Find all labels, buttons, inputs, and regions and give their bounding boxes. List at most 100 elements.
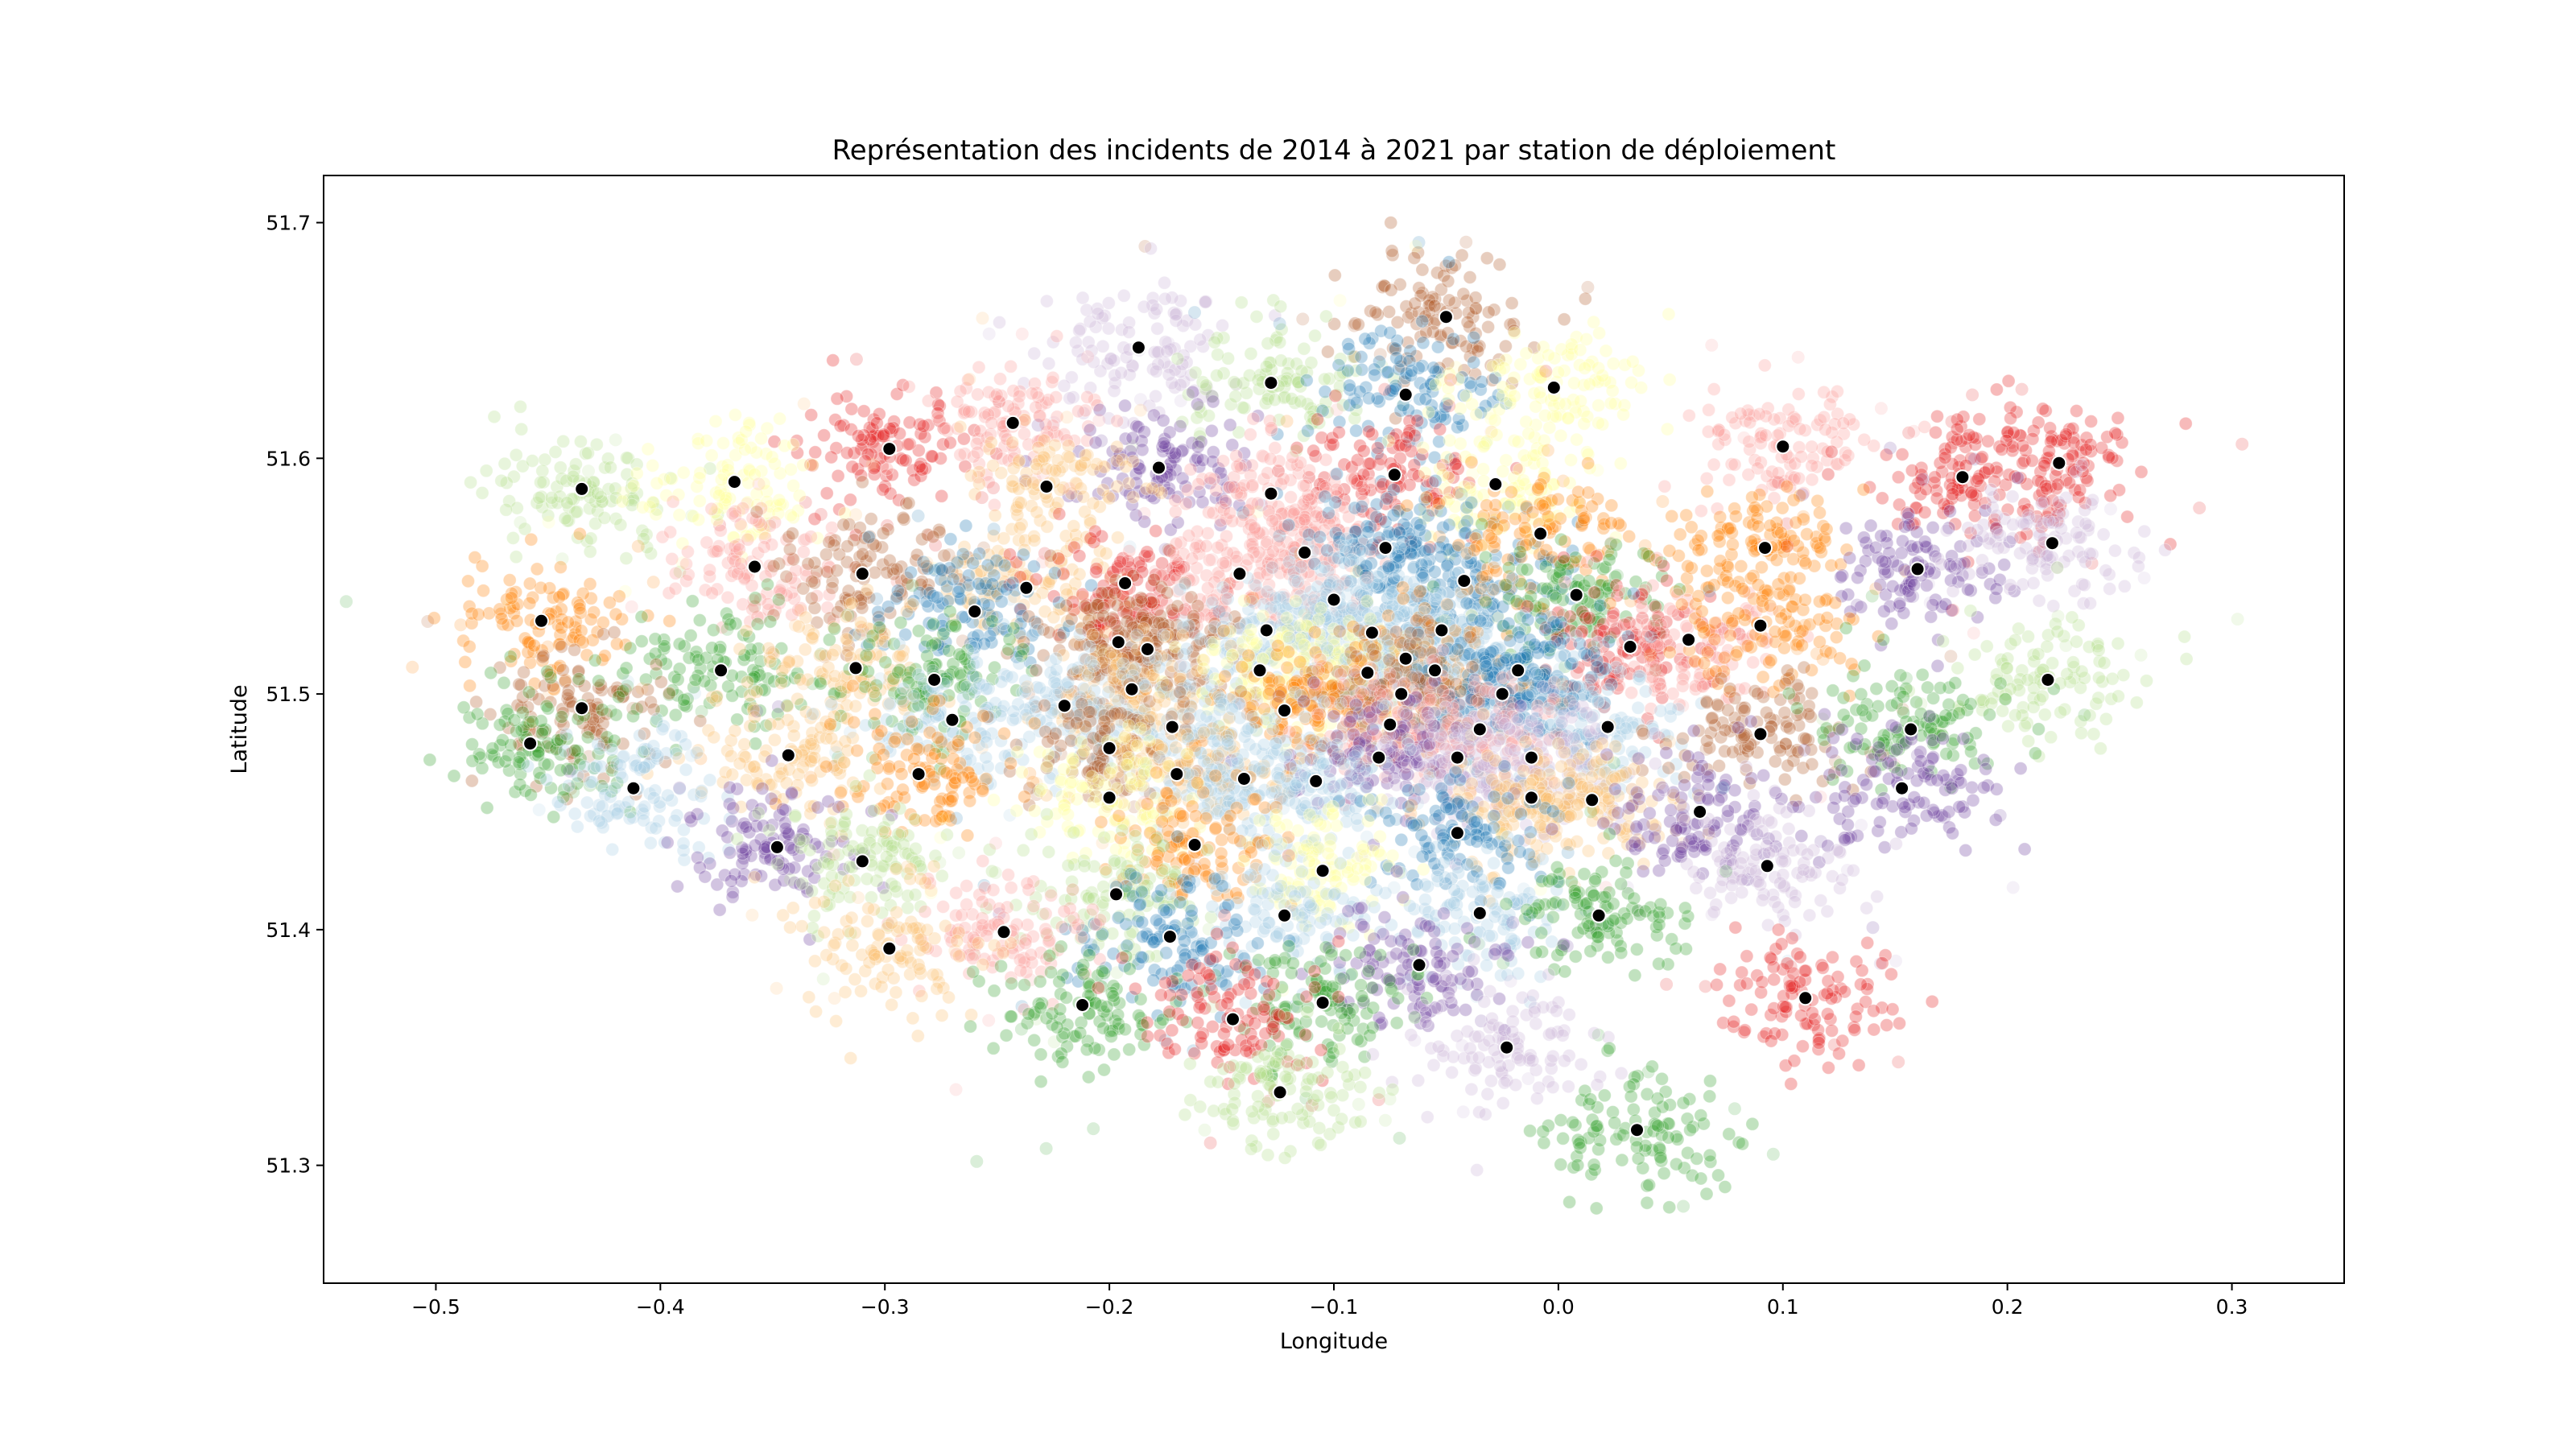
incident-point [1030, 505, 1044, 519]
incident-point [1046, 335, 1060, 349]
incident-point [1208, 335, 1222, 349]
incident-point [1605, 613, 1620, 628]
incident-point [1763, 598, 1777, 613]
incident-point [1695, 605, 1709, 618]
incident-point [1423, 377, 1438, 391]
incident-point [590, 486, 605, 501]
incident-point [514, 422, 529, 436]
incident-point [1193, 332, 1208, 347]
incident-point [1660, 573, 1674, 588]
incident-point [1122, 316, 1137, 330]
incident-point [2041, 444, 2056, 458]
incident-point [1752, 407, 1767, 421]
incident-point [970, 445, 985, 460]
incident-point [1735, 581, 1749, 596]
incident-point [1282, 357, 1296, 371]
incident-point [1426, 290, 1439, 304]
incident-point [1717, 650, 1732, 665]
incident-point [1930, 658, 1945, 673]
incident-point [1158, 275, 1171, 290]
incident-point [581, 446, 595, 460]
incident-point [1612, 584, 1626, 598]
incident-point [801, 556, 815, 571]
incident-point [817, 428, 832, 443]
incident-point [1568, 400, 1582, 414]
incident-point [623, 641, 638, 655]
incident-point [704, 448, 719, 463]
incident-point [1416, 440, 1430, 455]
incident-point [733, 517, 748, 531]
incident-point [773, 411, 787, 426]
incident-point [825, 647, 840, 662]
incident-point [1096, 311, 1110, 325]
incident-point [2015, 382, 2029, 396]
incident-point [506, 530, 520, 545]
incident-point [1884, 441, 1897, 455]
incident-point [532, 491, 547, 505]
incident-point [1137, 299, 1151, 314]
incident-point [1236, 506, 1249, 519]
incident-point [1581, 280, 1595, 294]
incident-point [1294, 379, 1308, 394]
incident-point [471, 607, 485, 621]
incident-point [1649, 551, 1664, 565]
incident-point [1382, 387, 1397, 402]
incident-point [1331, 578, 1346, 592]
incident-point [1087, 355, 1101, 369]
incident-point [1096, 460, 1109, 473]
incident-point [1573, 343, 1587, 357]
incident-point [904, 565, 918, 580]
incident-point [1434, 373, 1448, 387]
incident-point [1264, 421, 1278, 436]
incident-point [1459, 339, 1473, 353]
incident-point [1455, 418, 1470, 432]
incident-point [1561, 411, 1575, 426]
incident-point [1564, 341, 1579, 356]
incident-point [1160, 344, 1174, 358]
incident-point [1064, 370, 1079, 385]
incident-point [763, 614, 778, 629]
incident-point [1195, 390, 1210, 404]
incident-point [1418, 465, 1432, 480]
incident-point [568, 457, 583, 472]
incident-point [953, 448, 968, 462]
incident-point [1505, 376, 1519, 390]
incident-point [1342, 398, 1356, 412]
incident-point [1084, 531, 1098, 546]
incident-point [1340, 365, 1354, 379]
incident-point [1192, 429, 1207, 444]
incident-point [1507, 326, 1521, 341]
incident-point [1949, 559, 1963, 573]
incident-point [1423, 298, 1438, 312]
incident-point [1975, 563, 1989, 577]
incident-point [771, 592, 786, 607]
incident-point [1307, 415, 1321, 430]
incident-point [1381, 365, 1395, 379]
incident-point [1183, 462, 1198, 477]
incident-point [1307, 444, 1321, 458]
incident-point [1570, 432, 1584, 447]
incident-point [1382, 304, 1397, 319]
incident-point [1857, 432, 1872, 447]
incident-point [1113, 555, 1128, 569]
incident-point [454, 618, 468, 632]
incident-point [733, 642, 747, 656]
incident-point [1369, 497, 1384, 512]
incident-point [1582, 574, 1596, 588]
incident-point [1707, 457, 1721, 472]
incident-point [1740, 638, 1755, 653]
incident-point [783, 462, 798, 477]
incident-point [1040, 519, 1055, 534]
incident-point [1917, 473, 1930, 486]
incident-point [825, 580, 840, 595]
incident-point [1410, 317, 1424, 332]
incident-point [634, 634, 649, 649]
incident-point [597, 510, 612, 525]
incident-point [1188, 306, 1201, 320]
incident-point [1286, 450, 1300, 464]
incident-point [1897, 563, 1912, 577]
incident-point [1480, 251, 1494, 266]
incident-point [1578, 361, 1592, 375]
incident-point [1004, 359, 1018, 374]
incident-point [2070, 526, 2083, 540]
